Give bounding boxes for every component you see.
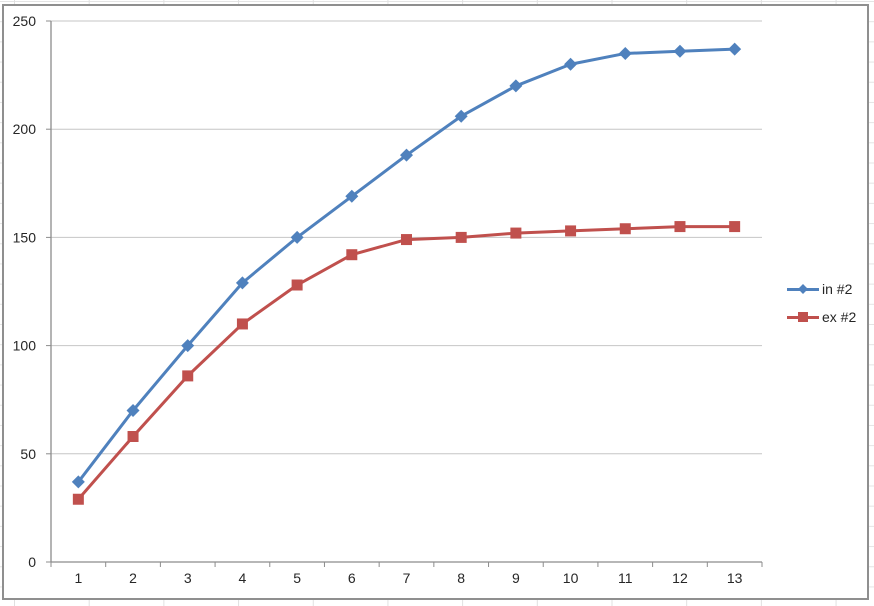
data-point-marker[interactable] xyxy=(345,189,359,203)
diamond-marker-icon xyxy=(798,284,808,294)
data-point-marker[interactable] xyxy=(618,46,632,60)
y-tick-label: 200 xyxy=(13,121,37,137)
chart-area[interactable]: 0 50 100 150 200 250 1 2 3 4 5 6 7 8 9 10 11 12 13 in #2 e… xyxy=(2,4,869,600)
legend[interactable]: in #2 ex #2 xyxy=(787,280,856,326)
data-point-marker[interactable] xyxy=(236,318,248,330)
data-point-marker[interactable] xyxy=(565,225,577,237)
data-point-marker[interactable] xyxy=(346,249,358,261)
legend-line-square-icon xyxy=(787,312,819,322)
data-point-marker[interactable] xyxy=(619,223,631,235)
x-tick-label: 11 xyxy=(618,570,633,586)
data-point-marker[interactable] xyxy=(674,221,686,233)
data-point-marker[interactable] xyxy=(235,276,249,290)
data-point-marker[interactable] xyxy=(181,339,195,353)
x-tick-label: 7 xyxy=(403,570,411,586)
y-tick-label: 0 xyxy=(28,554,36,570)
data-point-marker[interactable] xyxy=(127,430,139,442)
data-point-marker[interactable] xyxy=(291,279,303,291)
square-marker-icon xyxy=(798,312,808,322)
data-point-marker[interactable] xyxy=(673,44,687,58)
legend-item-ex-2[interactable]: ex #2 xyxy=(787,308,856,326)
x-tick-label: 10 xyxy=(563,570,579,586)
y-tick-label: 150 xyxy=(13,229,37,245)
x-tick-label: 9 xyxy=(512,570,520,586)
y-tick-label: 250 xyxy=(13,13,37,29)
x-tick-label: 6 xyxy=(348,570,356,586)
legend-line-diamond-icon xyxy=(787,284,819,294)
data-point-marker[interactable] xyxy=(729,221,741,233)
series-line-0[interactable] xyxy=(77,47,735,483)
x-tick-label: 5 xyxy=(293,570,301,586)
legend-label: in #2 xyxy=(822,281,853,297)
series-line-1[interactable] xyxy=(77,225,735,501)
x-tick-label: 2 xyxy=(129,570,137,586)
data-point-marker[interactable] xyxy=(290,230,304,244)
y-tick-label: 50 xyxy=(20,446,36,462)
data-point-marker[interactable] xyxy=(401,234,412,246)
data-point-marker[interactable] xyxy=(455,231,467,243)
x-tick-label: 3 xyxy=(184,570,192,586)
x-tick-label: 1 xyxy=(74,570,82,586)
data-point-marker[interactable] xyxy=(509,79,523,93)
data-point-marker[interactable] xyxy=(510,227,522,239)
x-tick-label: 8 xyxy=(457,570,465,586)
data-point-marker[interactable] xyxy=(126,404,140,418)
x-tick-label: 12 xyxy=(672,570,688,586)
data-point-marker[interactable] xyxy=(728,42,742,56)
data-point-marker[interactable] xyxy=(454,109,468,123)
data-point-marker[interactable] xyxy=(564,57,578,71)
legend-item-in-2[interactable]: in #2 xyxy=(787,280,856,298)
data-point-marker[interactable] xyxy=(400,148,413,162)
x-tick-label: 4 xyxy=(239,570,247,586)
y-tick-label: 100 xyxy=(13,338,37,354)
data-point-marker[interactable] xyxy=(182,370,194,382)
legend-label: ex #2 xyxy=(822,309,857,325)
data-point-marker[interactable] xyxy=(71,475,85,489)
data-point-marker[interactable] xyxy=(72,493,84,505)
x-tick-label: 13 xyxy=(727,570,743,586)
